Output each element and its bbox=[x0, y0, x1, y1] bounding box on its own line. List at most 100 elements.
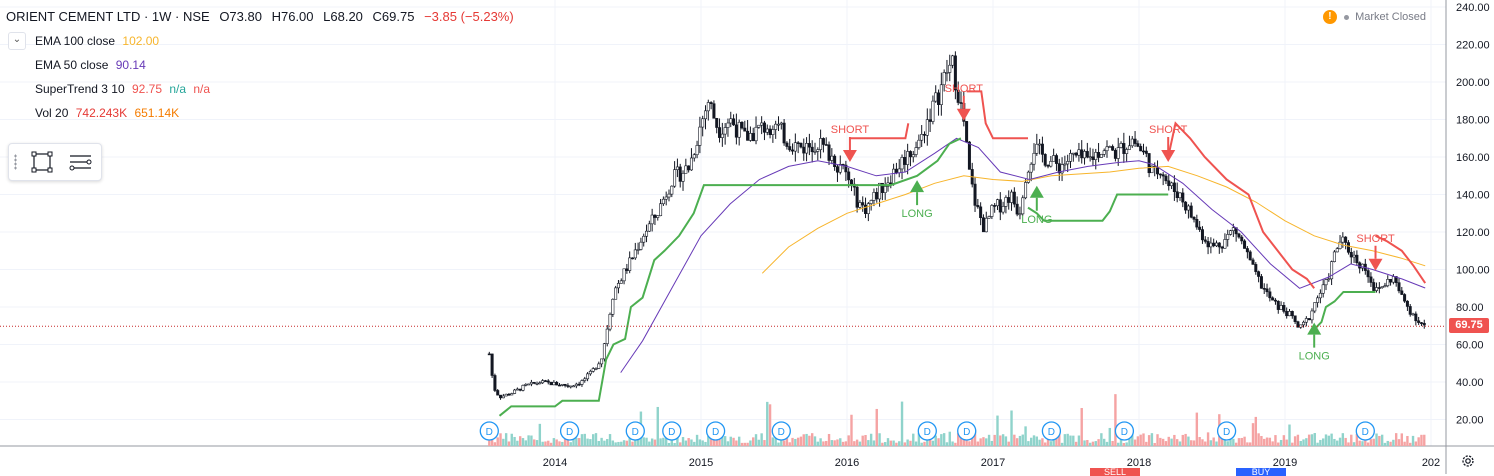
volume-bar bbox=[670, 438, 673, 446]
dividend-marker[interactable] bbox=[1216, 421, 1237, 441]
volume-bar bbox=[900, 401, 904, 446]
change-value: −3.85 (−5.23%) bbox=[424, 9, 514, 24]
candle bbox=[956, 89, 960, 103]
volume-bar bbox=[625, 440, 629, 446]
volume-bar bbox=[928, 434, 932, 446]
volume-bar bbox=[735, 440, 738, 446]
candle bbox=[1024, 182, 1028, 199]
volume-bar bbox=[676, 437, 679, 446]
volume-bar bbox=[1178, 441, 1182, 446]
candle bbox=[1122, 143, 1126, 154]
dividend-marker[interactable] bbox=[705, 421, 726, 441]
status-dot bbox=[1344, 14, 1350, 20]
volume-bar bbox=[934, 435, 937, 446]
indicator-ema50[interactable]: EMA 50 close 90.14 bbox=[35, 58, 146, 72]
sell-button[interactable]: SELL bbox=[1090, 468, 1140, 476]
candle bbox=[762, 122, 766, 133]
volume-bar bbox=[1046, 435, 1050, 446]
buy-button[interactable]: BUY bbox=[1236, 468, 1286, 476]
candle bbox=[1389, 279, 1393, 283]
candle bbox=[737, 121, 741, 138]
candle bbox=[608, 313, 612, 330]
volume-bar bbox=[709, 435, 713, 446]
candle bbox=[1316, 297, 1320, 303]
volume-bar bbox=[1268, 437, 1272, 446]
chart-settings-button[interactable] bbox=[1460, 453, 1476, 469]
volume-bar bbox=[538, 423, 542, 446]
volume-bar bbox=[1378, 436, 1381, 446]
volume-bar bbox=[603, 440, 606, 446]
dividend-marker[interactable] bbox=[625, 421, 645, 441]
candle bbox=[1170, 182, 1174, 187]
volume-bar bbox=[558, 441, 561, 446]
candle bbox=[1001, 206, 1005, 213]
indicator-volume[interactable]: Vol 20 742.243K 651.14K bbox=[35, 106, 179, 120]
candle bbox=[1226, 234, 1230, 240]
indicator-name: EMA 50 close bbox=[35, 58, 109, 72]
volume-bar bbox=[732, 437, 735, 446]
candle bbox=[906, 151, 910, 165]
candle bbox=[939, 84, 943, 105]
volume-bar bbox=[1175, 439, 1179, 446]
time-tick-label: 2016 bbox=[835, 457, 859, 469]
dividend-marker[interactable] bbox=[559, 421, 580, 441]
volume-bar bbox=[664, 438, 668, 446]
market-status[interactable]: ! Market Closed bbox=[1322, 10, 1426, 24]
candle bbox=[1372, 282, 1376, 291]
ema50-line bbox=[620, 137, 1426, 373]
list-tool-button[interactable] bbox=[65, 147, 95, 177]
long-signal-arrow bbox=[1307, 322, 1322, 335]
candle bbox=[1080, 149, 1084, 159]
collapse-legend-button[interactable]: ⌄ bbox=[8, 32, 26, 50]
dividend-marker[interactable] bbox=[662, 421, 682, 441]
indicator-ema100[interactable]: EMA 100 close 102.00 bbox=[35, 34, 159, 48]
candle bbox=[675, 166, 679, 170]
dividend-marker[interactable] bbox=[771, 421, 791, 441]
dividend-marker[interactable] bbox=[1114, 421, 1135, 441]
volume-bar bbox=[858, 441, 862, 446]
candle bbox=[1243, 240, 1247, 249]
drag-handle-icon[interactable] bbox=[14, 154, 17, 170]
candle bbox=[586, 373, 590, 380]
candle bbox=[616, 283, 620, 289]
dividend-marker[interactable] bbox=[957, 421, 977, 441]
candle bbox=[670, 185, 674, 195]
candle bbox=[872, 192, 876, 201]
dividend-marker[interactable] bbox=[917, 421, 937, 441]
dividend-marker[interactable] bbox=[1041, 421, 1062, 441]
candle bbox=[1175, 191, 1179, 199]
volume-bar bbox=[1279, 439, 1283, 446]
candle bbox=[760, 122, 764, 126]
symbol-title[interactable]: ORIENT CEMENT LTD · 1W · NSE bbox=[6, 9, 210, 24]
candle bbox=[588, 370, 592, 375]
high-value: H76.00 bbox=[271, 9, 314, 24]
volume-bar bbox=[872, 440, 876, 446]
volume-bar bbox=[541, 441, 544, 446]
candle bbox=[799, 142, 803, 148]
volume-bar bbox=[827, 433, 831, 446]
candle bbox=[1352, 254, 1356, 258]
volume-bar bbox=[1420, 434, 1423, 446]
volume-bar bbox=[993, 434, 996, 446]
volume-bar bbox=[1007, 441, 1010, 446]
candle bbox=[743, 127, 747, 132]
volume-bar bbox=[524, 440, 527, 446]
candle bbox=[880, 182, 884, 193]
candle bbox=[701, 118, 705, 128]
candle bbox=[1276, 300, 1280, 310]
candle bbox=[914, 147, 918, 155]
volume-bar bbox=[673, 442, 676, 446]
candle bbox=[656, 215, 660, 218]
volume-bar bbox=[1251, 423, 1255, 446]
dividend-marker[interactable] bbox=[1355, 421, 1375, 441]
candle bbox=[967, 141, 971, 170]
dividend-marker[interactable] bbox=[479, 421, 499, 441]
volume-bar bbox=[883, 442, 887, 446]
candle bbox=[532, 381, 536, 384]
volume-bar bbox=[723, 436, 727, 446]
volume-bar bbox=[1156, 434, 1159, 446]
volume-bar bbox=[895, 442, 898, 446]
rectangle-tool-button[interactable] bbox=[27, 147, 57, 177]
indicator-supertrend[interactable]: SuperTrend 3 10 92.75 n/a n/a bbox=[35, 82, 210, 96]
